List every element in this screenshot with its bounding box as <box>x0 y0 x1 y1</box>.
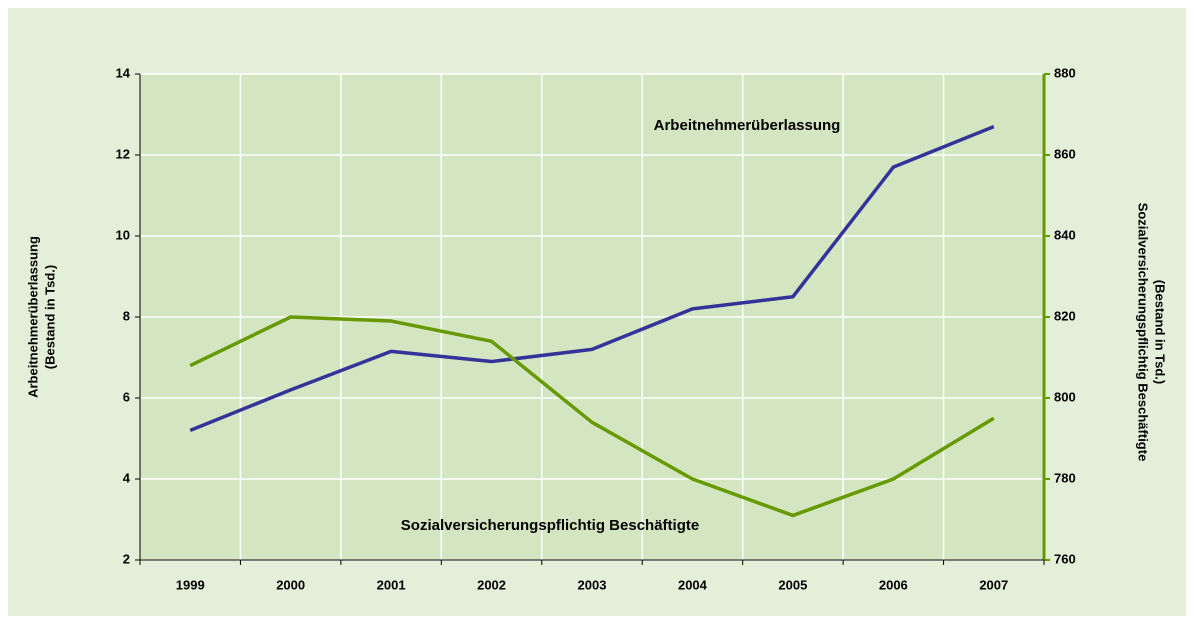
series-label: Sozialversicherungspflichtig Beschäftigt… <box>401 517 699 534</box>
y-tick-label: 6 <box>123 389 130 404</box>
x-tick-label: 2006 <box>879 577 908 592</box>
y2-tick-label: 860 <box>1054 146 1076 161</box>
y-axis-title: Arbeitnehmerüberlassung <box>25 236 40 398</box>
y-axis-title: (Bestand in Tsd.) <box>42 265 57 369</box>
y2-axis-title: Sozialversicherungspflichtig Beschäftigt… <box>1136 203 1151 462</box>
y-tick-label: 4 <box>123 470 131 485</box>
y2-tick-label: 880 <box>1054 65 1076 80</box>
series-label: Arbeitnehmerüberlassung <box>654 117 841 134</box>
x-tick-label: 1999 <box>176 577 205 592</box>
series-line <box>189 315 995 518</box>
y-tick-label: 10 <box>116 227 130 242</box>
y-tick-label: 2 <box>123 551 130 566</box>
y2-tick-label: 840 <box>1054 227 1076 242</box>
y-tick-label: 12 <box>116 146 130 161</box>
x-tick-label: 2001 <box>377 577 406 592</box>
x-tick-label: 2005 <box>778 577 807 592</box>
y2-tick-label: 820 <box>1054 308 1076 323</box>
y-tick-label: 14 <box>116 65 131 80</box>
y2-axis-title: (Bestand in Tsd.) <box>1153 280 1168 384</box>
x-tick-label: 2004 <box>678 577 708 592</box>
x-tick-label: 2002 <box>477 577 506 592</box>
x-tick-label: 2007 <box>979 577 1008 592</box>
x-tick-label: 2003 <box>578 577 607 592</box>
y-tick-label: 8 <box>123 308 130 323</box>
series-line <box>189 125 995 433</box>
y2-tick-label: 760 <box>1054 551 1076 566</box>
y2-tick-label: 780 <box>1054 470 1076 485</box>
y2-tick-label: 800 <box>1054 389 1076 404</box>
x-tick-label: 2000 <box>276 577 305 592</box>
